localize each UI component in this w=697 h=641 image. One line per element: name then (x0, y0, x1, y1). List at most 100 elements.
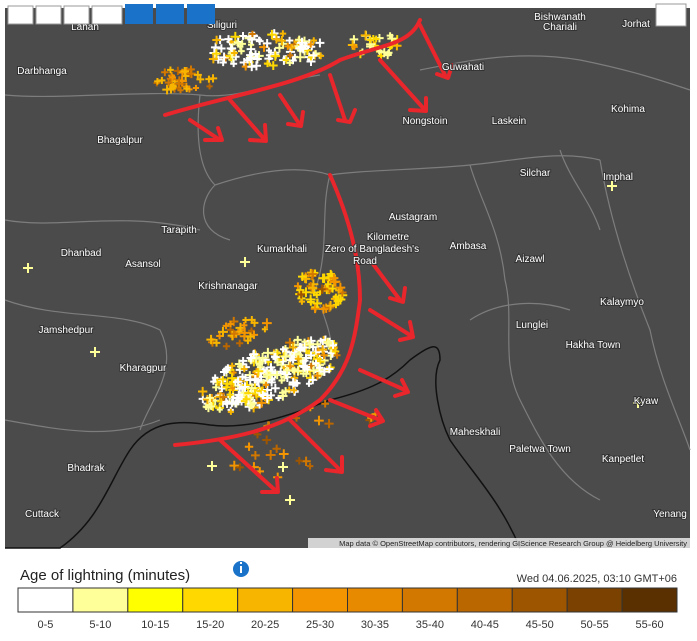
lightning-strike (222, 342, 231, 350)
lightning-strike (227, 326, 234, 334)
lightning-strike (242, 395, 251, 404)
legend-swatch (456, 587, 513, 613)
place-label: Maheskhali (450, 427, 501, 438)
lightning-strike (270, 369, 280, 379)
legend-label: 50-55 (581, 619, 609, 631)
place-label: Hakha Town (566, 340, 621, 351)
lightning-strike (317, 52, 325, 60)
lightning-strike (90, 347, 100, 357)
lightning-strike (227, 330, 238, 341)
lightning-strike (293, 366, 303, 376)
share-button[interactable] (655, 3, 687, 27)
legend-scale: 0-5 5-10 10-15 15-20 20-25 25-30 30-35 35-40 40-… (17, 587, 678, 631)
place-label: Kohima (611, 104, 645, 115)
lightning-strike (379, 47, 390, 58)
lightning-strike (285, 495, 295, 505)
legend-label: 10-15 (141, 619, 169, 631)
place-label: Road (353, 256, 377, 267)
lightning-strike (268, 61, 278, 70)
lightning-strike (265, 450, 276, 460)
lightning-strike (279, 357, 287, 366)
lightning-strike (264, 60, 271, 67)
lightning-strike (249, 349, 259, 359)
place-label: Kalaymyo (600, 297, 644, 308)
place-label: Darbhanga (17, 66, 67, 77)
lightning-strike (219, 367, 229, 377)
info-icon-glyph (240, 562, 242, 564)
place-label: Guwahati (442, 62, 484, 73)
lightning-strike (312, 298, 323, 309)
lightning-strike (219, 376, 227, 383)
lightning-strike (287, 52, 294, 59)
lightning-strike (237, 47, 245, 55)
lightning-strike (267, 378, 276, 387)
lightning-strike (277, 36, 287, 46)
lightning-strike (294, 355, 302, 363)
legend-swatch (237, 587, 294, 613)
lightning-strike (328, 284, 337, 293)
lightning-strike (280, 351, 291, 362)
lightning-strike (177, 87, 184, 94)
lightning-strike (335, 294, 346, 305)
legend-label: 20-25 (251, 619, 279, 631)
lightning-strike (298, 298, 306, 305)
lightning-strike (205, 75, 213, 83)
lightning-strike (321, 399, 329, 408)
place-label: Bhadrak (67, 463, 105, 474)
place-label: Kanpetlet (602, 454, 644, 465)
lightning-strike (235, 463, 244, 472)
place-label: Silchar (520, 168, 551, 179)
lightning-strike (310, 37, 318, 44)
lightning-strike (265, 47, 272, 54)
legend-label: 5-10 (89, 619, 111, 631)
lightning-strike (239, 327, 250, 338)
lightning-strike (295, 52, 306, 63)
tool-button[interactable] (91, 5, 123, 25)
lightning-strike (298, 272, 307, 282)
lightning-strike (309, 366, 318, 375)
tool-button[interactable] (35, 5, 62, 25)
lightning-strike (307, 41, 314, 48)
lightning-strike (288, 378, 298, 387)
lightning-strike (162, 84, 172, 95)
lightning-strike (211, 374, 219, 382)
lightning-strike (271, 352, 280, 362)
place-label: Aizawl (516, 254, 545, 265)
lightning-strike (329, 273, 339, 283)
lightning-strike (256, 363, 264, 371)
lightning-strike (211, 49, 221, 59)
lightning-strike (262, 435, 272, 445)
lightning-strike (351, 43, 358, 51)
lightning-strike (274, 43, 285, 53)
lightning-strike (230, 330, 238, 338)
legend-label: 55-60 (635, 619, 663, 631)
lightning-strike (222, 378, 233, 389)
place-label: Kharagpur (120, 363, 167, 374)
lightning-strike (279, 30, 287, 37)
legend-title: Age of lightning (minutes) (20, 567, 190, 584)
lightning-strike (301, 287, 311, 297)
lightning-strike (309, 51, 318, 60)
lightning-strike (315, 364, 324, 372)
legend-swatch (401, 587, 458, 613)
tool-button[interactable] (125, 4, 153, 24)
lightning-strike (288, 343, 298, 352)
lightning-strike (239, 356, 248, 365)
tool-button[interactable] (156, 4, 184, 24)
lightning-strike (192, 84, 200, 92)
tool-button[interactable] (187, 4, 215, 24)
lightning-strike (187, 65, 195, 74)
lightning-strike (262, 318, 272, 329)
lightning-strike (210, 378, 217, 385)
lightning-strike (299, 342, 310, 353)
lightning-strike (323, 337, 333, 347)
tool-button[interactable] (63, 5, 90, 25)
lightning-strike (244, 442, 254, 451)
lightning-strike (313, 371, 322, 380)
lightning-strike (247, 62, 257, 72)
lightning-strike (244, 56, 251, 64)
lightning-strike (372, 35, 380, 43)
lightning-strike (261, 326, 268, 333)
tool-button[interactable] (7, 5, 34, 25)
lightning-strike (241, 373, 250, 382)
